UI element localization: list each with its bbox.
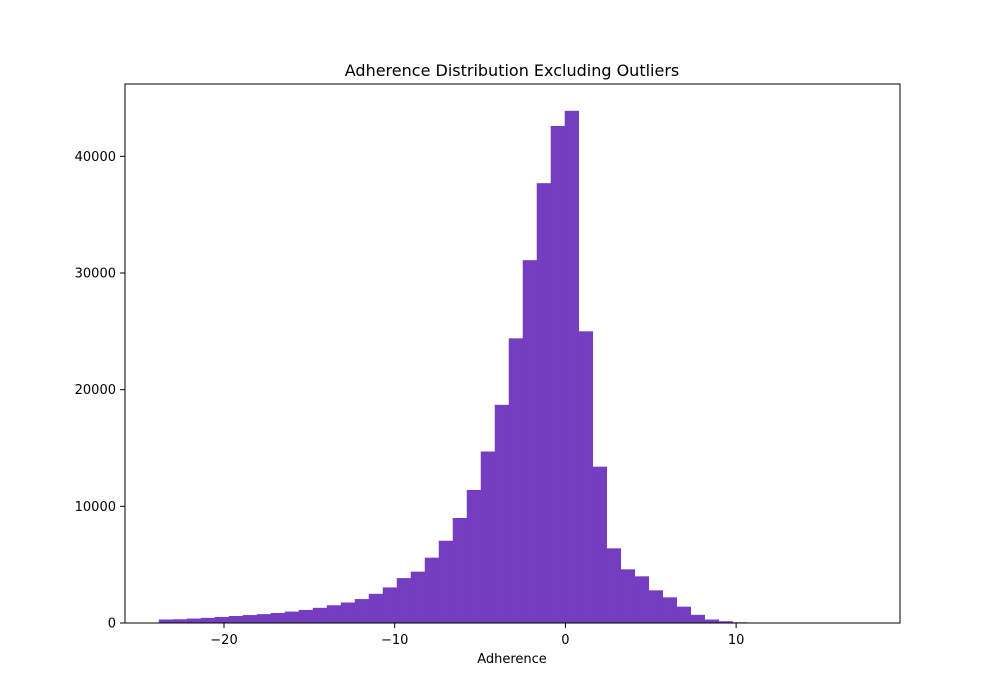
histogram-bar — [298, 609, 314, 623]
histogram-bar — [200, 617, 216, 623]
chart-title: Adherence Distribution Excluding Outlier… — [345, 61, 680, 80]
histogram-bar — [158, 619, 174, 623]
histogram-bar — [578, 331, 594, 623]
histogram-bar — [354, 599, 370, 623]
histogram-bar — [172, 619, 188, 623]
y-tick-label: 40000 — [75, 150, 116, 165]
histogram-bar — [536, 183, 552, 623]
histogram-bar — [620, 569, 636, 623]
histogram-bar — [270, 612, 286, 623]
bars-group — [158, 110, 859, 624]
x-axis-label: Adherence — [477, 652, 547, 667]
plot-frame — [124, 83, 901, 624]
y-tick-label: 10000 — [75, 500, 116, 515]
histogram-bar — [718, 621, 734, 623]
y-tick-label: 20000 — [75, 383, 116, 398]
histogram-bar — [326, 605, 342, 623]
histogram-bar — [634, 576, 650, 623]
y-tick-label: 30000 — [75, 267, 116, 282]
x-tick-label: −10 — [381, 633, 408, 648]
histogram-bar — [424, 557, 440, 623]
histogram-bar — [662, 597, 678, 623]
histogram-bar — [284, 611, 300, 623]
x-tick-label: −20 — [210, 633, 237, 648]
histogram-bar — [368, 593, 384, 623]
x-tick-label: 0 — [561, 633, 569, 648]
histogram-bar — [648, 590, 664, 623]
histogram-bar — [522, 260, 538, 623]
y-axis-ticks: 0 10000 20000 30000 40000 — [75, 150, 125, 632]
histogram-bar — [228, 616, 244, 623]
histogram-bar — [214, 616, 230, 623]
histogram-bar — [704, 619, 720, 623]
histogram-bar — [186, 618, 202, 623]
histogram-bar — [564, 110, 580, 624]
histogram-bar — [396, 578, 412, 623]
histogram-bar — [676, 606, 692, 623]
histogram-bar — [480, 451, 496, 623]
histogram-bar — [592, 466, 608, 623]
histogram-bar — [508, 338, 524, 623]
histogram-bar — [452, 518, 468, 623]
histogram-bar — [550, 126, 566, 623]
x-axis-ticks: −20 −10 0 10 — [210, 623, 744, 648]
histogram-bar — [410, 571, 426, 623]
x-tick-label: 10 — [728, 633, 745, 648]
histogram-bar — [256, 614, 272, 623]
histogram-bar — [312, 607, 328, 623]
histogram-bar — [382, 587, 398, 623]
histogram-bar — [606, 548, 622, 623]
histogram-bar — [340, 602, 356, 623]
histogram-bar — [690, 614, 706, 623]
histogram-bar — [438, 540, 454, 623]
y-tick-label: 0 — [108, 617, 116, 632]
histogram-bar — [242, 615, 258, 623]
histogram-bar — [466, 490, 482, 623]
histogram-bar — [494, 404, 510, 623]
